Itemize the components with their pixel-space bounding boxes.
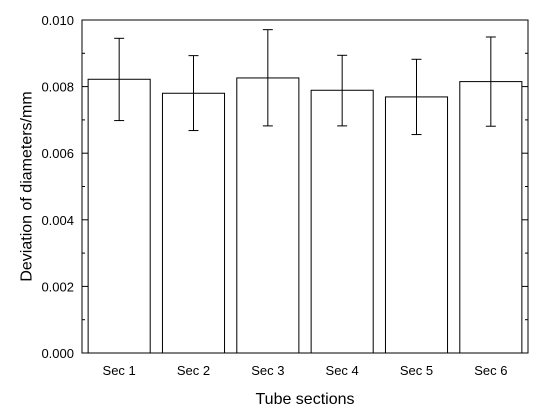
x-tick-label: Sec 5 [400, 363, 433, 378]
bar-sec-5 [384, 96, 449, 354]
x-tick-label: Sec 1 [103, 363, 136, 378]
bar-sec-1 [87, 78, 151, 354]
bar-sec-2 [161, 92, 226, 354]
error-bar [188, 55, 199, 132]
x-axis: Sec 1 Sec 2 Sec 3 Sec 4 Sec 5 Sec 6 [103, 363, 508, 378]
bar-sec-4 [310, 89, 374, 354]
y-axis: 0.000 0.002 0.004 0.006 0.008 0.010 [41, 13, 528, 361]
y-tick-label: 0.006 [41, 146, 74, 161]
x-tick-label: Sec 2 [177, 363, 210, 378]
y-tick-label: 0.008 [41, 80, 74, 95]
x-tick-label: Sec 6 [474, 363, 507, 378]
error-bar [485, 36, 496, 127]
y-tick-label: 0.000 [41, 346, 74, 361]
y-tick-label: 0.002 [41, 279, 74, 294]
y-tick-label: 0.004 [41, 213, 74, 228]
error-bar [411, 58, 422, 136]
error-bars-layer [114, 29, 496, 136]
x-tick-label: Sec 4 [326, 363, 359, 378]
error-bar [262, 29, 273, 127]
error-bar [337, 54, 348, 127]
x-axis-title: Tube sections [255, 391, 354, 408]
bars-layer [87, 77, 523, 354]
y-axis-title: Deviation of diameters/mm [19, 91, 36, 281]
error-bar [114, 37, 125, 122]
x-tick-label: Sec 3 [251, 363, 284, 378]
y-tick-label: 0.010 [41, 13, 74, 28]
